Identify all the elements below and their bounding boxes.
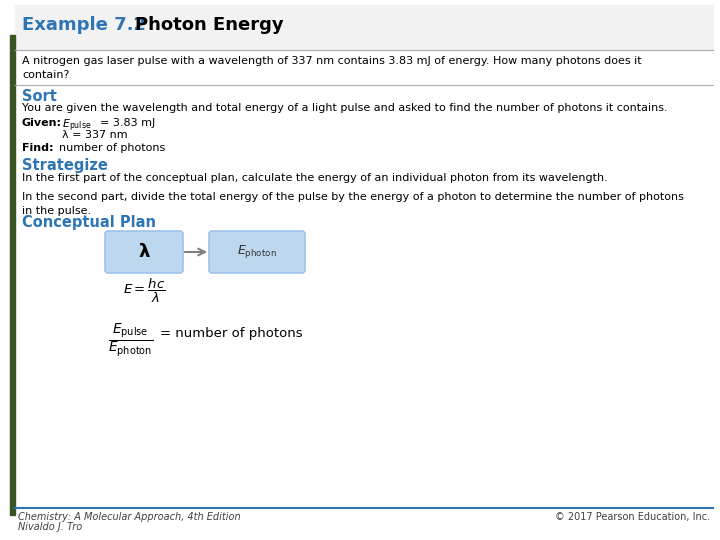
Text: $\dfrac{E_{\mathrm{pulse}}}{E_{\mathrm{photon}}}$: $\dfrac{E_{\mathrm{pulse}}}{E_{\mathrm{p… xyxy=(108,322,153,359)
Text: Chemistry: A Molecular Approach, 4th Edition: Chemistry: A Molecular Approach, 4th Edi… xyxy=(18,512,240,522)
Text: $\boldsymbol{\lambda}$: $\boldsymbol{\lambda}$ xyxy=(138,243,150,261)
Bar xyxy=(10,35,15,515)
Bar xyxy=(15,5,713,50)
Text: Conceptual Plan: Conceptual Plan xyxy=(22,215,156,230)
Text: Nivaldo J. Tro: Nivaldo J. Tro xyxy=(18,522,82,532)
Text: Example 7.2: Example 7.2 xyxy=(22,16,146,34)
Text: $E = \dfrac{hc}{\lambda}$: $E = \dfrac{hc}{\lambda}$ xyxy=(123,277,165,305)
Text: number of photons: number of photons xyxy=(52,143,166,153)
Text: = 3.83 mJ: = 3.83 mJ xyxy=(100,118,156,128)
Text: Strategize: Strategize xyxy=(22,158,108,173)
Text: Given:: Given: xyxy=(22,118,62,128)
Text: A nitrogen gas laser pulse with a wavelength of 337 nm contains 3.83 mJ of energ: A nitrogen gas laser pulse with a wavele… xyxy=(22,56,642,79)
FancyBboxPatch shape xyxy=(105,231,183,273)
Text: Sort: Sort xyxy=(22,89,57,104)
Text: © 2017 Pearson Education, Inc.: © 2017 Pearson Education, Inc. xyxy=(555,512,710,522)
Text: $E_{\mathrm{photon}}$: $E_{\mathrm{photon}}$ xyxy=(237,244,277,260)
Text: In the first part of the conceptual plan, calculate the energy of an individual : In the first part of the conceptual plan… xyxy=(22,173,608,183)
Text: λ = 337 nm: λ = 337 nm xyxy=(62,130,127,140)
Text: You are given the wavelength and total energy of a light pulse and asked to find: You are given the wavelength and total e… xyxy=(22,103,667,113)
Text: In the second part, divide the total energy of the pulse by the energy of a phot: In the second part, divide the total ene… xyxy=(22,192,684,215)
Text: = number of photons: = number of photons xyxy=(160,327,302,340)
Text: $E_{\mathrm{pulse}}$: $E_{\mathrm{pulse}}$ xyxy=(62,118,91,134)
FancyBboxPatch shape xyxy=(209,231,305,273)
Text: Find:: Find: xyxy=(22,143,53,153)
Text: Photon Energy: Photon Energy xyxy=(135,16,284,34)
